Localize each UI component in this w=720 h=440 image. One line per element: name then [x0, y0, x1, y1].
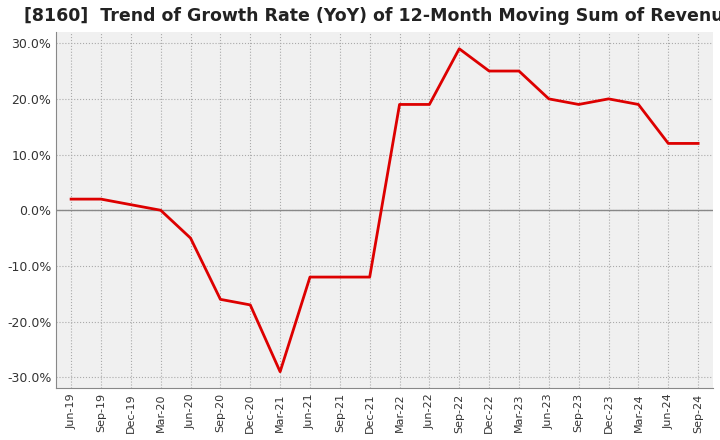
Title: [8160]  Trend of Growth Rate (YoY) of 12-Month Moving Sum of Revenues: [8160] Trend of Growth Rate (YoY) of 12-…: [24, 7, 720, 25]
